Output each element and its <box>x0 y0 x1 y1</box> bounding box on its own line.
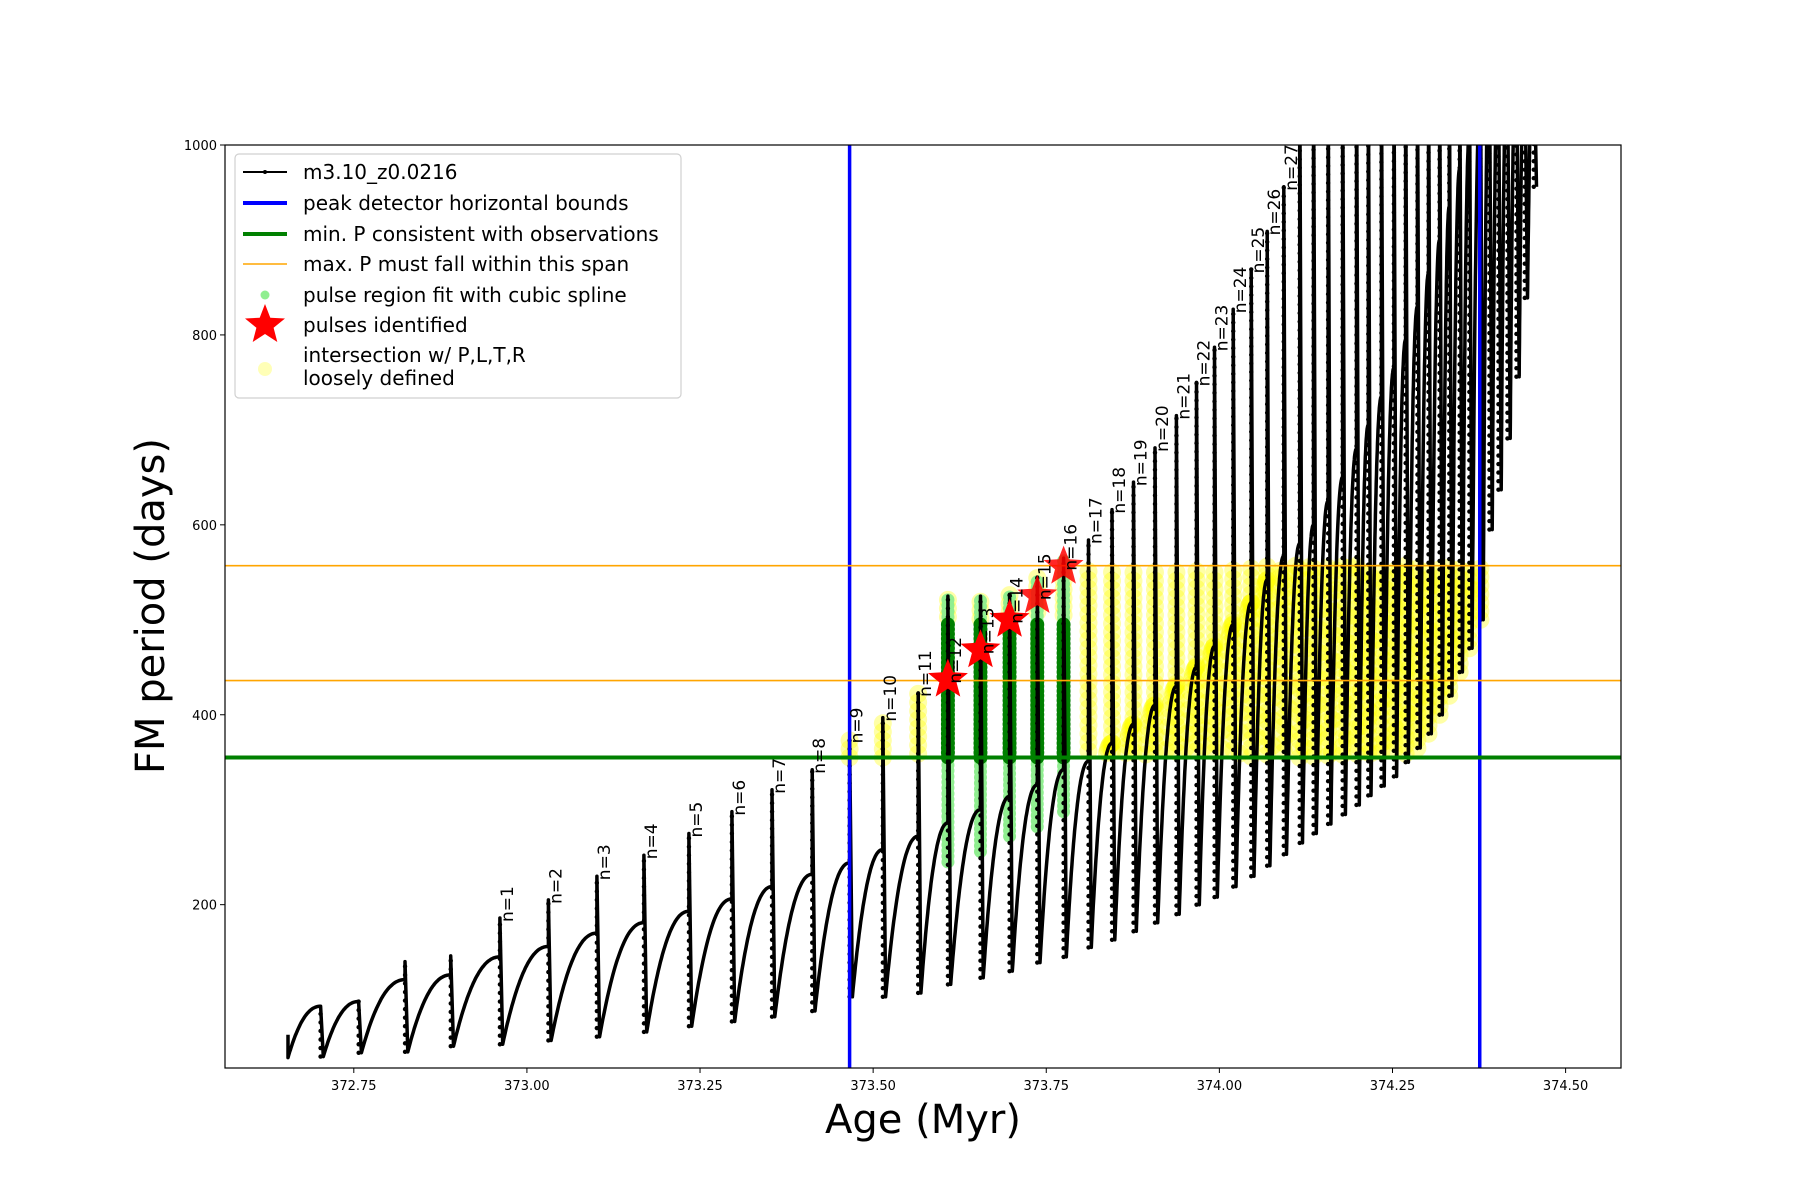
legend-label-spline: pulse region fit with cubic spline <box>303 283 627 307</box>
track-point <box>1366 135 1370 139</box>
x-tick-label: 374.25 <box>1370 1079 1416 1094</box>
track-point <box>1403 136 1407 140</box>
y-tick-label: 400 <box>192 709 217 724</box>
x-tick-label: 374.50 <box>1543 1079 1589 1094</box>
track-point <box>1505 137 1509 141</box>
pulse-label: n=11 <box>916 650 936 697</box>
track-point <box>1426 133 1430 137</box>
y-axis-label: FM period (days) <box>128 438 174 774</box>
track-point <box>1379 134 1383 138</box>
track-point <box>1354 136 1358 140</box>
pulse-label: n=24 <box>1231 267 1251 314</box>
x-tick-label: 373.75 <box>1024 1079 1070 1094</box>
pulse-label: n=18 <box>1110 467 1130 514</box>
x-tick-label: 374.00 <box>1197 1079 1243 1094</box>
track-point <box>1478 139 1482 143</box>
pulse-label: n=1 <box>498 886 518 922</box>
legend-label-minp: min. P consistent with observations <box>303 222 659 246</box>
pulse-label: n=12 <box>946 637 966 684</box>
y-tick-label: 1000 <box>184 139 217 154</box>
legend-dot-track <box>263 170 267 174</box>
track-point <box>1487 134 1491 138</box>
legend-label-pulses: pulses identified <box>303 313 468 337</box>
legend-label-loose-2: loosely defined <box>303 366 455 390</box>
pulse-label: n=13 <box>979 608 999 655</box>
legend: m3.10_z0.0216 peak detector horizontal b… <box>234 153 682 399</box>
track-point <box>1311 139 1315 143</box>
track-point <box>1496 137 1500 141</box>
pulse-label: n=10 <box>881 675 901 722</box>
x-tick-label: 373.25 <box>677 1079 723 1094</box>
legend-label-track: m3.10_z0.0216 <box>303 160 458 184</box>
track-point <box>1532 133 1536 137</box>
legend-label-maxp: max. P must fall within this span <box>303 252 629 276</box>
x-tick-label: 373.00 <box>504 1079 550 1094</box>
track-point <box>1392 133 1396 137</box>
pulse-label: n=9 <box>848 708 868 744</box>
pulse-label: n=7 <box>770 758 790 794</box>
y-tick-label: 800 <box>192 329 217 344</box>
pulse-label: n=8 <box>810 738 830 774</box>
legend-marker-spline <box>260 290 270 300</box>
y-tick-label: 200 <box>192 899 217 914</box>
x-axis-label: Age (Myr) <box>825 1097 1021 1143</box>
pulse-label: n=27 <box>1282 144 1302 191</box>
plot-area: n=1 n=2 n=3 n=4 n=5 n=6 n=7 n=8 n=9 n=10 n=11 n=12 n… <box>225 133 1621 1068</box>
pulse-label: n=14 <box>1008 577 1028 624</box>
track-point <box>1326 138 1330 142</box>
track-point <box>1457 140 1461 144</box>
track-point <box>1437 140 1441 144</box>
pulse-label: n=16 <box>1062 524 1082 571</box>
legend-label-bounds: peak detector horizontal bounds <box>303 191 629 215</box>
x-tick-label: 373.50 <box>850 1079 896 1094</box>
pulse-label: n=15 <box>1035 553 1055 600</box>
pulse-label: n=4 <box>642 823 662 859</box>
track-point <box>1297 140 1301 144</box>
y-tick-label: 600 <box>192 519 217 534</box>
pulse-label: n=23 <box>1213 305 1233 352</box>
pulse-label: n=5 <box>687 802 707 838</box>
pulse-label: n=17 <box>1087 497 1107 544</box>
pulse-label: n=21 <box>1174 373 1194 420</box>
pulse-label: n=3 <box>595 844 615 880</box>
pulse-label: n=22 <box>1195 340 1215 387</box>
legend-marker-loose <box>258 362 272 376</box>
track-point <box>1514 135 1518 139</box>
pulse-label: n=6 <box>730 780 750 816</box>
track-point <box>1467 133 1471 137</box>
x-tick-label: 372.75 <box>331 1079 377 1094</box>
track-point <box>1340 137 1344 141</box>
legend-label-loose-1: intersection w/ P,L,T,R <box>303 343 526 367</box>
track-point <box>1415 139 1419 143</box>
pulse-label: n=20 <box>1153 405 1173 452</box>
pulse-label: n=19 <box>1132 439 1152 486</box>
track-point <box>1447 138 1451 142</box>
track-point <box>1523 133 1527 137</box>
pulse-label: n=2 <box>546 868 566 904</box>
pulse-label: n=26 <box>1265 189 1285 236</box>
